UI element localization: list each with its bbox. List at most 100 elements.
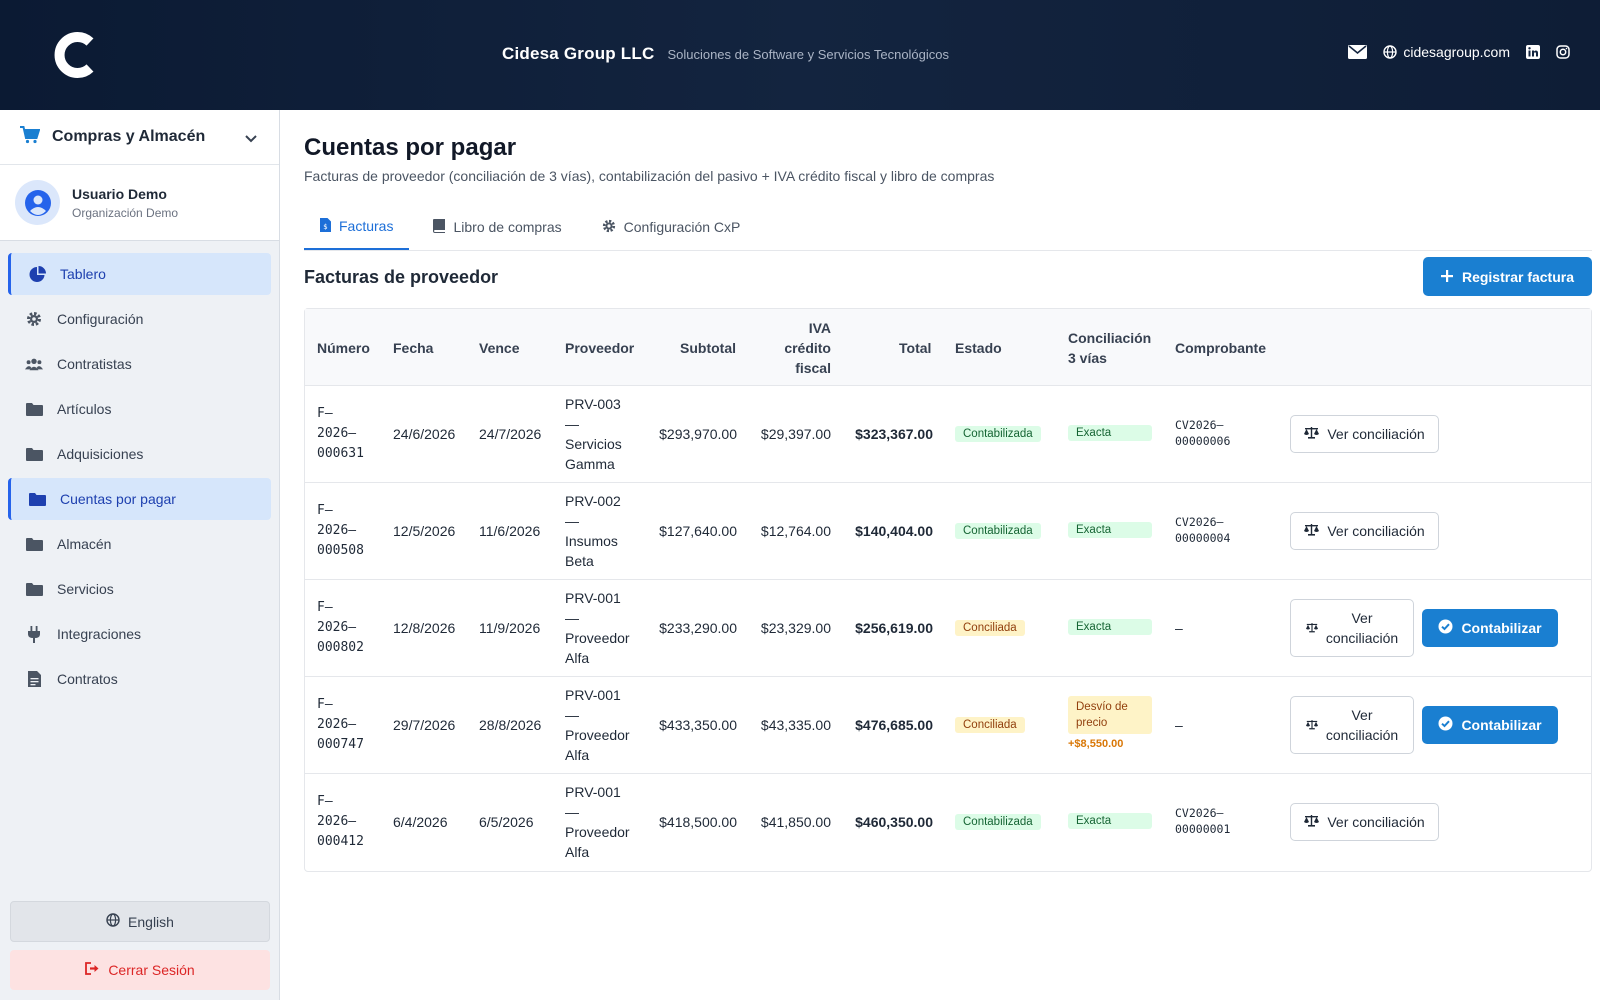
- supplier-dash: —: [565, 610, 579, 626]
- sidebar-item-label: Contratos: [57, 671, 118, 687]
- invoice-number-part: 000747: [317, 737, 364, 752]
- invoice-total: $476,685.00: [855, 717, 933, 733]
- invoice-subtotal: $418,500.00: [659, 814, 737, 830]
- instagram-icon[interactable]: [1556, 45, 1570, 59]
- view-reconciliation-button[interactable]: Ver conciliación: [1290, 803, 1439, 841]
- sidebar-footer: English Cerrar Sesión: [10, 901, 270, 1000]
- sidebar-item-configuracion[interactable]: Configuración: [8, 298, 271, 340]
- invoice-supplier: PRV-001 — Proveedor Alfa: [565, 588, 630, 668]
- check-circle-icon: [1438, 619, 1453, 637]
- scale-icon: [1304, 426, 1320, 442]
- module-selector[interactable]: Compras y Almacén: [0, 110, 279, 165]
- invoice-due: 6/5/2026: [479, 814, 534, 830]
- sidebar-item-integraciones[interactable]: Integraciones: [8, 613, 271, 655]
- header-iva: IVA crédito fiscal: [765, 318, 831, 378]
- supplier-dash: —: [565, 804, 579, 820]
- supplier-name-1: Proveedor: [565, 824, 630, 840]
- sidebar-item-label: Contratistas: [57, 356, 132, 372]
- invoice-subtotal: $233,290.00: [659, 620, 737, 636]
- tab-label: Configuración CxP: [623, 219, 741, 235]
- supplier-name-2: Alfa: [565, 747, 590, 763]
- register-invoice-label: Registrar factura: [1461, 268, 1575, 285]
- invoice-total: $256,619.00: [855, 620, 933, 636]
- sidebar-item-label: Tablero: [60, 266, 106, 282]
- supplier-name-1: Proveedor: [565, 727, 630, 743]
- tab-libro-de-compras[interactable]: Libro de compras: [417, 204, 577, 250]
- invoice-supplier: PRV-001 — Proveedor Alfa: [565, 782, 630, 862]
- post-invoice-label: Contabilizar: [1461, 620, 1542, 636]
- tab-label: Libro de compras: [453, 219, 562, 235]
- supplier-name-1: Proveedor: [565, 630, 630, 646]
- table-row: F– 2026– 000508 12/5/2026 11/6/2026 PRV-…: [305, 483, 1591, 580]
- tab-label: Facturas: [339, 218, 394, 234]
- view-reconciliation-button[interactable]: Ver conciliación: [1290, 512, 1439, 550]
- tab-facturas[interactable]: $ Facturas: [304, 204, 410, 250]
- view-reconciliation-button[interactable]: Ver conciliación: [1290, 599, 1414, 657]
- sidebar-item-adquisiciones[interactable]: Adquisiciones: [8, 433, 271, 475]
- view-reconciliation-label: Ver conciliación: [1326, 608, 1398, 648]
- company-tagline: Soluciones de Software y Servicios Tecno…: [667, 47, 950, 62]
- folder-icon: [25, 402, 43, 416]
- invoice-number-part: F–: [317, 406, 333, 421]
- tab-configuracion-cxp[interactable]: Configuración CxP: [586, 204, 757, 250]
- invoices-table: Número Fecha Vence Proveedor Subtotal IV…: [304, 308, 1592, 872]
- invoice-number-part: F–: [317, 697, 333, 712]
- supplier-name-1: Servicios: [565, 436, 622, 452]
- gear-icon: [602, 219, 616, 236]
- invoice-number-part: F–: [317, 600, 333, 615]
- section-title: Facturas de proveedor: [304, 267, 499, 287]
- reconciliation-badge: Desvío de precio: [1068, 696, 1152, 734]
- voucher-part: 00000004: [1175, 531, 1231, 545]
- header-iva-line2: crédito: [784, 340, 831, 356]
- view-reconciliation-button[interactable]: Ver conciliación: [1290, 415, 1439, 453]
- reconciliation-badge: Exacta: [1068, 522, 1152, 538]
- invoice-icon: $: [320, 217, 331, 235]
- sidebar-item-servicios[interactable]: Servicios: [8, 568, 271, 610]
- supplier-dash: —: [565, 513, 579, 529]
- view-label-line2: conciliación: [1325, 727, 1399, 743]
- logout-button[interactable]: Cerrar Sesión: [10, 950, 270, 990]
- scale-icon: [1304, 814, 1320, 830]
- table-row: F– 2026– 000412 6/4/2026 6/5/2026 PRV-00…: [305, 774, 1591, 871]
- pie-chart-icon: [28, 265, 46, 283]
- sidebar-item-contratos[interactable]: Contratos: [8, 658, 271, 700]
- invoice-iva: $12,764.00: [760, 523, 831, 539]
- invoice-supplier: PRV-003 — Servicios Gamma: [565, 394, 622, 474]
- invoice-number-part: 000508: [317, 543, 364, 558]
- reconciliation-badge: Exacta: [1068, 619, 1152, 635]
- sidebar-item-cuentas-por-pagar[interactable]: Cuentas por pagar: [8, 478, 271, 520]
- language-button[interactable]: English: [10, 901, 270, 942]
- website-link[interactable]: cidesagroup.com: [1383, 44, 1510, 60]
- sidebar-item-contratistas[interactable]: Contratistas: [8, 343, 271, 385]
- sidebar-nav: Tablero Configuración Contratistas Artíc…: [0, 241, 279, 715]
- reconciliation-line2: precio: [1076, 717, 1108, 729]
- invoice-number: F– 2026– 000747: [317, 695, 364, 755]
- invoice-total: $323,367.00: [855, 426, 933, 442]
- chevron-down-icon: [245, 130, 257, 148]
- linkedin-icon[interactable]: [1526, 45, 1540, 59]
- svg-text:$: $: [323, 223, 327, 231]
- sidebar-item-articulos[interactable]: Artículos: [8, 388, 271, 430]
- invoice-total: $460,350.00: [855, 814, 933, 830]
- sidebar-item-almacen[interactable]: Almacén: [8, 523, 271, 565]
- mail-icon[interactable]: [1348, 45, 1368, 59]
- view-label-line1: Ver: [1351, 707, 1373, 723]
- register-invoice-button[interactable]: Registrar factura: [1423, 257, 1592, 296]
- view-reconciliation-button[interactable]: Ver conciliación: [1290, 696, 1414, 754]
- voucher: –: [1175, 620, 1183, 636]
- header-links: cidesagroup.com: [1348, 44, 1570, 60]
- post-invoice-label: Contabilizar: [1461, 717, 1542, 733]
- folder-icon: [28, 492, 46, 506]
- avatar: [15, 180, 60, 225]
- post-invoice-button[interactable]: Contabilizar: [1422, 706, 1558, 744]
- company-logo: [54, 32, 94, 78]
- post-invoice-button[interactable]: Contabilizar: [1422, 609, 1558, 647]
- invoice-iva: $29,397.00: [760, 426, 831, 442]
- view-label-line2: conciliación: [1325, 630, 1399, 646]
- invoice-subtotal: $127,640.00: [659, 523, 737, 539]
- invoice-number: F– 2026– 000412: [317, 792, 364, 852]
- invoice-number-part: 2026–: [317, 426, 357, 441]
- invoice-date: 6/4/2026: [393, 814, 448, 830]
- invoice-number-part: 2026–: [317, 717, 357, 732]
- sidebar-item-tablero[interactable]: Tablero: [8, 253, 271, 295]
